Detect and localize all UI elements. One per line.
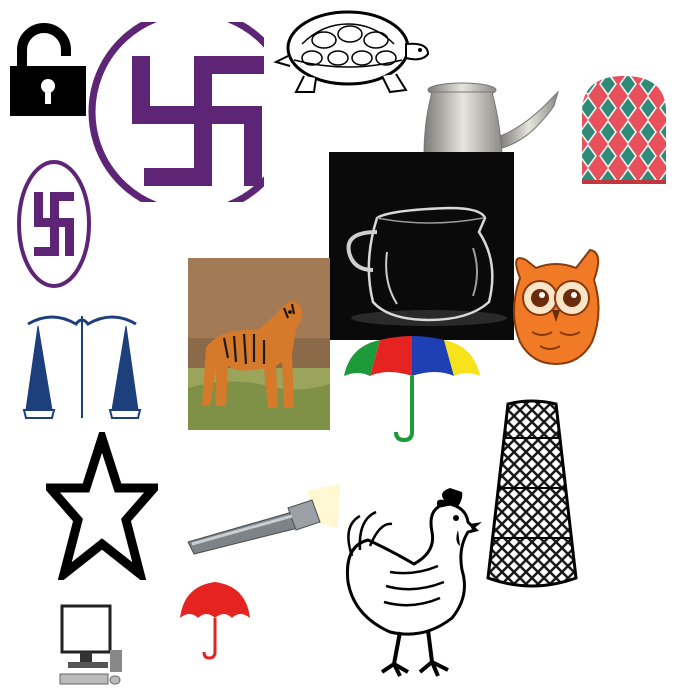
flashlight-icon [184,484,342,556]
balance-scale-icon [22,306,142,422]
rainbow-umbrella-icon [340,336,484,444]
rooster-icon [340,486,492,680]
tiger-photo-icon [188,258,330,430]
swastika-circle-icon [84,22,264,202]
owl-icon [506,242,606,366]
red-umbrella-icon [178,580,252,662]
woven-basket-icon [484,398,580,594]
desktop-computer-icon [58,604,126,688]
glass-jug-icon [329,152,514,340]
star-outline-icon [46,432,158,580]
padlock-open-icon [8,22,88,118]
swastika-oval-icon [16,158,92,290]
tortoise-icon [272,4,432,96]
metal-teapot-icon [416,82,562,154]
thimble-icon [578,72,670,188]
